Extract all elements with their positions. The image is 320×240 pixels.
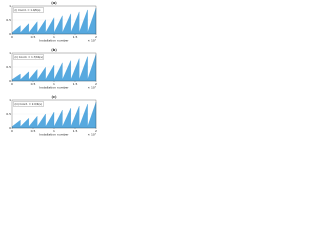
chart-title: (a)	[51, 1, 57, 5]
x-tick-label: 2	[95, 129, 97, 133]
x-tick-label: 0.5	[31, 35, 36, 39]
chart-title: (c)	[51, 95, 57, 99]
plot-frame	[11, 52, 97, 82]
area	[11, 54, 97, 82]
x-tick-label: 0.5	[31, 129, 36, 133]
area	[11, 102, 97, 129]
x-tick-label: 1	[53, 35, 55, 39]
y-tick-label: 0.5	[6, 18, 11, 22]
y-tick-label: 0.5	[6, 65, 11, 69]
x-tick-label: 0	[11, 35, 13, 39]
plot-frame	[11, 99, 97, 129]
x-tick-label: 0.5	[31, 82, 36, 86]
chart-title: (b)	[51, 48, 57, 52]
x-tick-label: 1	[53, 129, 55, 133]
x-axis-label: Installation number	[39, 133, 69, 137]
legend-box	[13, 101, 44, 107]
legend-label: (i) Coord. = 1.0/K(s)	[15, 8, 41, 12]
y-tick-label: 0	[9, 32, 11, 36]
legend-label: (iii) Coord. = 2.0/K(s)	[15, 102, 42, 106]
y-tick-label: 0.5	[6, 112, 11, 116]
x-scale-label: × 10⁷	[88, 86, 97, 90]
area	[11, 7, 97, 35]
chart-panels: (a) 0 0.5 1 0 0.5 1 1.5 2 (i) Coord. = 1.0/K(s) In…	[6, 1, 97, 137]
x-tick-label: 0	[11, 82, 13, 86]
x-tick-label: 2	[95, 82, 97, 86]
x-axis-label: Installation number	[39, 86, 69, 90]
plot-frame	[11, 5, 97, 35]
x-tick-label: 1	[53, 82, 55, 86]
legend-box	[13, 7, 44, 13]
x-tick-label: 1.5	[73, 82, 78, 86]
x-axis-label: Installation number	[39, 39, 69, 43]
x-tick-label: 1.5	[73, 129, 78, 133]
x-tick-label: 1.5	[73, 35, 78, 39]
legend-box	[13, 54, 44, 60]
legend-label: (ii) Coord. = 1.7/Kb(s)	[15, 55, 43, 59]
x-tick-label: 0	[11, 129, 13, 133]
y-tick-label: 0	[9, 79, 11, 83]
y-tick-label: 1	[9, 98, 11, 102]
x-scale-label: × 10⁷	[88, 39, 97, 43]
y-tick-label: 1	[9, 51, 11, 55]
y-tick-label: 0	[9, 126, 11, 130]
y-tick-label: 1	[9, 4, 11, 8]
x-scale-label: × 10⁷	[88, 133, 97, 137]
page: {"chart_data": [ {"type": "area", "title…	[0, 0, 100, 142]
x-tick-label: 2	[95, 35, 97, 39]
